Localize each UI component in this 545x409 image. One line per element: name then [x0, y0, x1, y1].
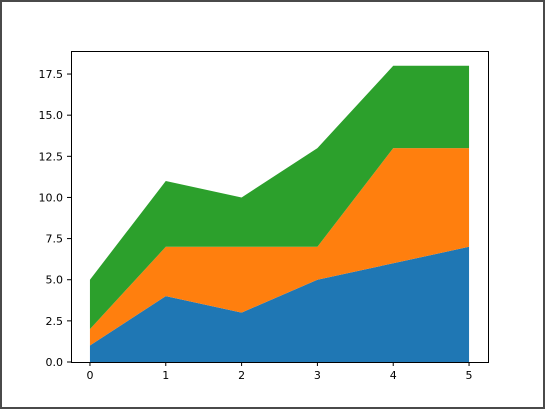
x-tick-label: 4 [390, 369, 397, 382]
x-tick-label: 0 [86, 369, 93, 382]
x-tick-label: 3 [314, 369, 321, 382]
y-tick-label: 7.5 [46, 233, 64, 246]
y-tick-label: 5.0 [46, 274, 64, 287]
plot-frame [71, 51, 489, 363]
y-tick-label: 10.0 [39, 191, 64, 204]
x-tick-label: 5 [466, 369, 473, 382]
area-series-3 [89, 65, 470, 330]
y-tick-label: 15.0 [39, 109, 64, 122]
x-tick-label: 2 [238, 369, 245, 382]
x-tick-label: 1 [162, 369, 169, 382]
x-axis: 0 1 2 3 4 5 [86, 362, 473, 382]
y-tick-label: 17.5 [39, 68, 64, 81]
y-tick-label: 12.5 [39, 150, 64, 163]
area-series-group [89, 65, 470, 362]
y-axis: 0.0 2.5 5.0 7.5 10.0 12.5 15.0 17.5 [39, 68, 71, 369]
y-tick-label: 2.5 [46, 315, 64, 328]
y-tick-label: 0.0 [46, 356, 64, 369]
area-series-1 [89, 246, 470, 362]
